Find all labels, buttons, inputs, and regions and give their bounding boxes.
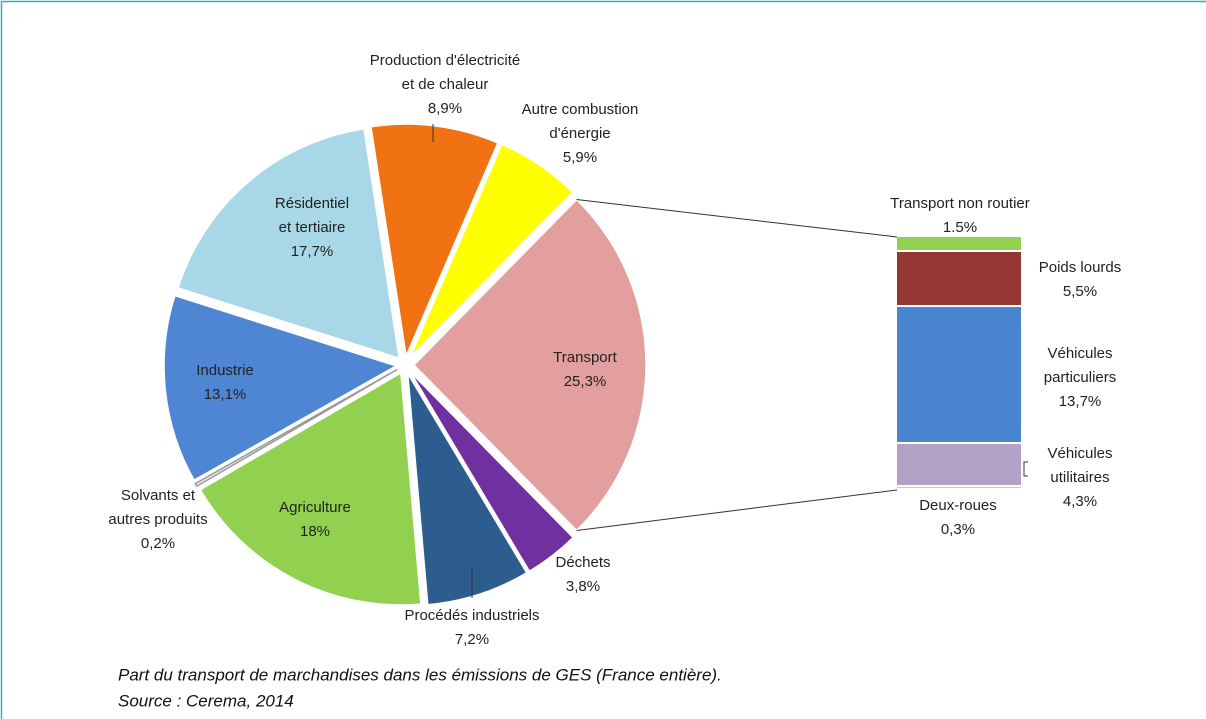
- pie-label-line: Industrie: [196, 362, 254, 379]
- pie-slice: [177, 127, 401, 360]
- pie-slice: [412, 198, 647, 532]
- pie-slice: [409, 143, 574, 359]
- pie-label-name: Solvants et autres produits: [108, 487, 207, 528]
- bracket: [1023, 461, 1028, 477]
- bar-label-line: utilitaires: [1050, 469, 1109, 486]
- bar-label: Véhicules particuliers 13,7%: [1044, 345, 1117, 410]
- pie-label-value: 18%: [300, 523, 330, 540]
- pie-label-name: Industrie: [196, 362, 254, 379]
- bar-label-name: Transport non routier: [890, 195, 1030, 212]
- bar-segment: [897, 307, 1021, 442]
- pie-label: Solvants et autres produits 0,2%: [108, 487, 207, 552]
- bar-label-value: 13,7%: [1059, 393, 1102, 410]
- pie-label-name: Procédés industriels: [404, 607, 539, 624]
- bar-label: Poids lourds 5,5%: [1039, 259, 1122, 300]
- pie-label-line: Production d'électricité: [370, 52, 520, 69]
- pie-label-line: Résidentiel: [275, 195, 349, 212]
- pie-slice: [409, 371, 575, 573]
- bar-label: Véhicules utilitaires 4,3%: [1047, 445, 1112, 510]
- pie-label-name: Agriculture: [279, 499, 351, 516]
- pie-label-value: 0,2%: [141, 535, 175, 552]
- pie-label: Autre combustion d'énergie 5,9%: [522, 101, 639, 166]
- bar-label-name: Poids lourds: [1039, 259, 1122, 276]
- bar-label-line: particuliers: [1044, 369, 1117, 386]
- pie-label: Résidentiel et tertiaire 17,7%: [275, 195, 349, 260]
- connector: [576, 489, 898, 531]
- bar-label-line: Véhicules: [1047, 345, 1112, 362]
- bar-label-name: Deux-roues: [919, 497, 997, 514]
- bar-label-name: Véhicules particuliers: [1044, 345, 1117, 386]
- pie-label-line: Solvants et: [121, 487, 196, 504]
- pie-label-value: 7,2%: [455, 631, 489, 648]
- bar-label: Deux-roues 0,3%: [919, 497, 997, 538]
- pie-label-value: 25,3%: [564, 373, 607, 390]
- bar-label-line: Poids lourds: [1039, 259, 1122, 276]
- pie-label-line: Procédés industriels: [404, 607, 539, 624]
- bar-label-value: 5,5%: [1063, 283, 1097, 300]
- pie-label-line: et tertiaire: [279, 219, 346, 236]
- pie-label: Industrie 13,1%: [196, 362, 254, 403]
- pie-slice: [370, 123, 499, 359]
- pie-label-value: 17,7%: [291, 243, 334, 260]
- pie-slice: [407, 373, 528, 606]
- bar-segment: [897, 252, 1021, 305]
- bar-label-name: Véhicules utilitaires: [1047, 445, 1112, 486]
- pie-slice: [163, 294, 398, 482]
- bar-label-line: Transport non routier: [890, 195, 1030, 212]
- pie-label-value: 5,9%: [563, 149, 597, 166]
- bar-label-line: Véhicules: [1047, 445, 1112, 462]
- pie-label-value: 3,8%: [566, 578, 600, 595]
- pie-label-name: Résidentiel et tertiaire: [275, 195, 349, 236]
- bar-label-value: 4,3%: [1063, 493, 1097, 510]
- pie-label: Procédés industriels 7,2%: [404, 607, 539, 648]
- pie-label: Production d'électricité et de chaleur 8,9…: [370, 52, 520, 117]
- pie-label-name: Production d'électricité et de chaleur: [370, 52, 520, 93]
- pie-label-line: Autre combustion: [522, 101, 639, 118]
- pie-label: Agriculture 18%: [279, 499, 351, 540]
- bar-label-value: 1.5%: [943, 219, 977, 236]
- pie-label-value: 13,1%: [204, 386, 247, 403]
- bar-label-value: 0,3%: [941, 521, 975, 538]
- bar-label-line: Deux-roues: [919, 497, 997, 514]
- pie-label-line: et de chaleur: [402, 76, 489, 93]
- pie-label-name: Transport: [553, 349, 617, 366]
- connector: [576, 199, 898, 238]
- pie-label-line: Agriculture: [279, 499, 351, 516]
- pie-label: Transport 25,3%: [553, 349, 617, 390]
- bar-segment: [897, 237, 1021, 250]
- pie-label: Déchets 3,8%: [555, 554, 610, 595]
- pie-label-name: Autre combustion d'énergie: [522, 101, 639, 142]
- pie-label-line: Déchets: [555, 554, 610, 571]
- bar-segment: [897, 487, 1021, 488]
- caption-source: Source : Cerema, 2014: [118, 691, 294, 710]
- bar-label: Transport non routier 1.5%: [890, 195, 1030, 236]
- pie-label-line: d'énergie: [549, 125, 610, 142]
- pie-slice: [194, 368, 398, 488]
- pie-slice: [199, 371, 422, 606]
- pie-label-line: autres produits: [108, 511, 207, 528]
- pie-label-name: Déchets: [555, 554, 610, 571]
- bar-segment: [897, 444, 1021, 485]
- pie-label-value: 8,9%: [428, 100, 462, 117]
- caption: Part du transport de marchandises dans l…: [118, 665, 722, 684]
- pie-label-line: Transport: [553, 349, 617, 366]
